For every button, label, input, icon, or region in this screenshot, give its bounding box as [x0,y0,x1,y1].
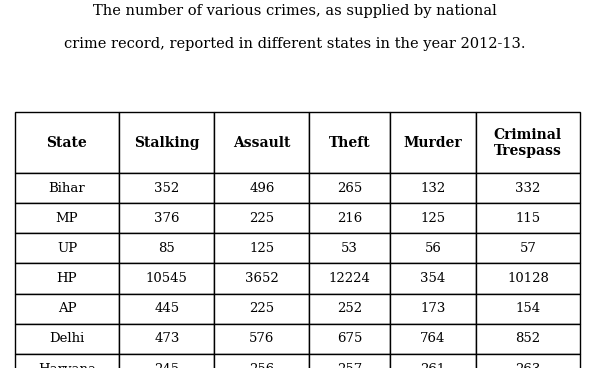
Text: 496: 496 [249,181,274,195]
Text: 125: 125 [249,242,274,255]
Text: crime record, reported in different states in the year 2012-13.: crime record, reported in different stat… [64,37,525,51]
Text: 764: 764 [420,332,445,346]
Text: 263: 263 [515,362,541,368]
Text: 245: 245 [154,362,179,368]
Text: 225: 225 [249,302,274,315]
Text: 257: 257 [337,362,362,368]
Text: 332: 332 [515,181,541,195]
Text: 265: 265 [337,181,362,195]
Text: State: State [47,135,87,150]
Text: Bihar: Bihar [49,181,85,195]
Text: 473: 473 [154,332,180,346]
Text: The number of various crimes, as supplied by national: The number of various crimes, as supplie… [92,4,497,18]
Text: 125: 125 [421,212,445,225]
Text: 576: 576 [249,332,274,346]
Text: Delhi: Delhi [49,332,85,346]
Text: Assault: Assault [233,135,290,150]
Text: 261: 261 [420,362,445,368]
Text: 445: 445 [154,302,179,315]
Text: UP: UP [57,242,77,255]
Text: 256: 256 [249,362,274,368]
Text: MP: MP [56,212,78,225]
Text: 675: 675 [337,332,362,346]
Text: Theft: Theft [329,135,370,150]
Text: 57: 57 [519,242,537,255]
Text: 352: 352 [154,181,180,195]
Text: 12224: 12224 [329,272,370,285]
Text: 115: 115 [515,212,541,225]
Text: 56: 56 [425,242,441,255]
Text: Haryana: Haryana [38,362,96,368]
Text: 85: 85 [158,242,175,255]
Text: Stalking: Stalking [134,135,200,150]
Text: AP: AP [58,302,77,315]
Text: Criminal
Trespass: Criminal Trespass [494,127,562,158]
Text: 53: 53 [341,242,358,255]
Text: HP: HP [57,272,77,285]
Text: 132: 132 [420,181,445,195]
Text: 252: 252 [337,302,362,315]
Text: 225: 225 [249,212,274,225]
Text: 376: 376 [154,212,180,225]
Text: 10545: 10545 [146,272,188,285]
Text: 216: 216 [337,212,362,225]
Text: 354: 354 [420,272,445,285]
Text: 154: 154 [515,302,541,315]
Text: Murder: Murder [403,135,462,150]
Text: 173: 173 [420,302,445,315]
Text: 10128: 10128 [507,272,549,285]
Text: 852: 852 [515,332,541,346]
Text: 3652: 3652 [245,272,279,285]
